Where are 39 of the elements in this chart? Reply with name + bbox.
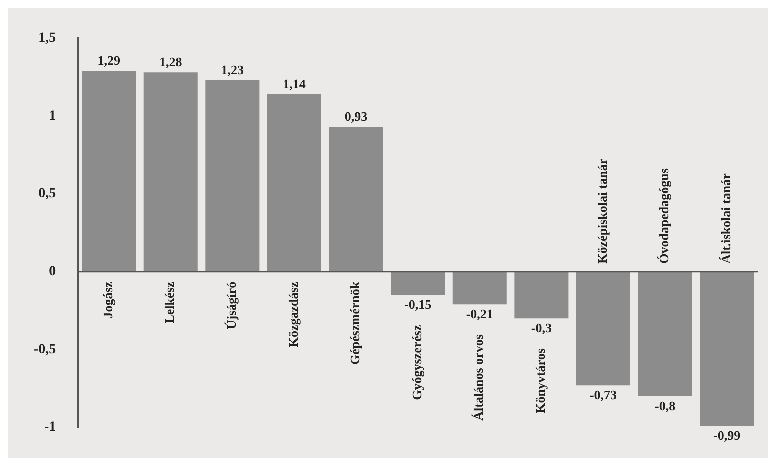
x-tick-label: Ált.iskolai tanár bbox=[718, 173, 734, 264]
x-tick-label: Gépészmérnök bbox=[348, 281, 363, 365]
y-tick-label: 1 bbox=[49, 108, 56, 124]
data-label: -0,21 bbox=[466, 306, 494, 322]
data-label: -0,8 bbox=[655, 398, 676, 414]
x-tick-label: Közgazdász bbox=[286, 282, 301, 348]
y-tick-label: -1 bbox=[44, 420, 56, 436]
bar bbox=[391, 272, 446, 296]
data-label: -0,73 bbox=[590, 387, 618, 402]
data-label: -0,99 bbox=[714, 428, 742, 443]
bar bbox=[700, 272, 754, 426]
y-tick-label: 1,5 bbox=[38, 31, 56, 46]
data-label: 0,93 bbox=[344, 108, 368, 124]
data-label: 1,29 bbox=[98, 52, 121, 68]
bar bbox=[576, 272, 630, 386]
x-tick-label: Középiskolai tanár bbox=[594, 158, 610, 264]
bar bbox=[206, 80, 260, 272]
data-label: -0,3 bbox=[531, 320, 552, 336]
x-tick-label: Könyvtáros bbox=[533, 348, 548, 414]
bar bbox=[144, 72, 198, 272]
y-tick-label: -0,5 bbox=[34, 342, 56, 358]
x-tick-label: Gyógyszerész bbox=[409, 325, 424, 400]
bar bbox=[514, 272, 569, 319]
data-label: 1,14 bbox=[283, 76, 306, 92]
x-tick-label: Lelkész bbox=[162, 282, 178, 324]
y-tick-label: 0 bbox=[49, 264, 56, 280]
bar bbox=[267, 94, 322, 272]
x-tick-label: Újságíró bbox=[224, 282, 240, 330]
x-tick-label: Óvodapedagógus bbox=[656, 168, 672, 264]
x-tick-label: Jogász bbox=[100, 282, 116, 319]
bar bbox=[638, 272, 692, 396]
bar bbox=[329, 127, 384, 272]
x-tick-label: Általános orvos bbox=[471, 334, 486, 421]
bar bbox=[452, 272, 507, 305]
y-tick-label: 0,5 bbox=[38, 186, 56, 202]
data-label: 1,23 bbox=[221, 62, 245, 78]
data-label: 1,28 bbox=[159, 54, 183, 70]
bar bbox=[82, 71, 136, 272]
data-label: -0,15 bbox=[404, 297, 432, 312]
